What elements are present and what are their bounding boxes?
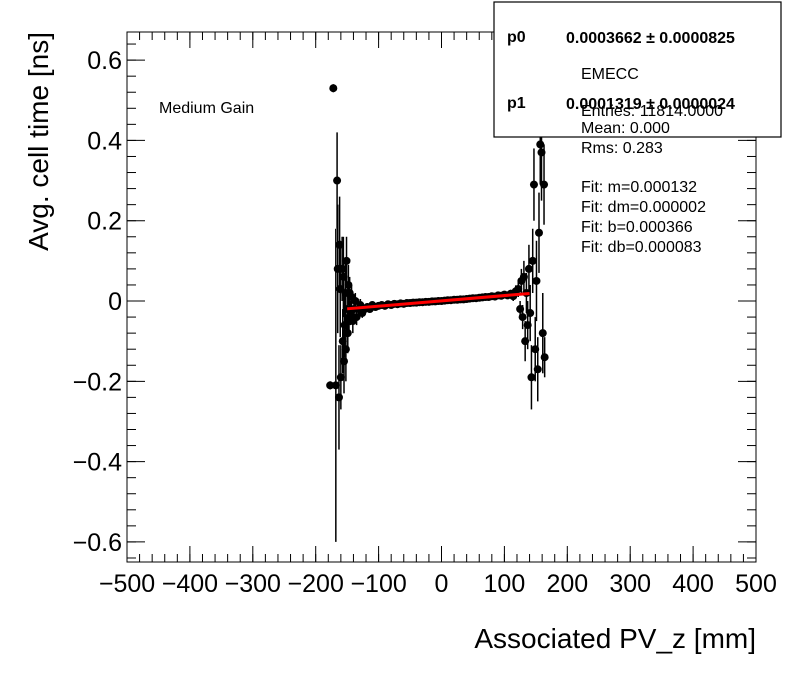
stats-line-entries: Entries: 11814.0000 [581,103,723,120]
data-point [518,313,527,322]
data-point [523,321,532,330]
data-point [537,148,546,157]
data-point [344,280,353,289]
data-point [338,264,347,273]
data-point [528,256,537,265]
stats-line-fit-m: Fit: m=0.000132 [581,179,697,196]
fit-line [347,291,530,311]
fit-param-value-p0: 0.0003662 ± 0.0000825 [566,30,735,47]
data-point [343,329,352,338]
stats-line-fit-db: Fit: db=0.000083 [581,239,702,256]
y-axis-title: Avg. cell time [ns] [23,32,54,251]
data-point [333,176,342,185]
data-point [329,84,338,93]
data-point [533,365,542,374]
y-tick-label: 0.6 [87,47,122,75]
x-tick-label: 300 [609,570,651,598]
x-tick-label: 100 [484,570,526,598]
y-tick-label: −0.6 [73,529,122,557]
data-point [524,264,533,273]
tick-labels: −500 −400 −300 −200 −100 0 100 200 300 400 500 −0.6… [73,47,777,598]
data-point [514,284,523,293]
data-point [538,329,547,338]
data-point [326,381,335,390]
data-point [540,353,549,362]
data-point [526,309,535,318]
y-tick-label: −0.2 [73,368,122,396]
region-label: EMECC [581,66,639,83]
x-axis-title: Associated PV_z [mm] [474,623,756,654]
data-point [342,256,351,265]
fit-param-name-p1: p1 [507,95,526,112]
data-point [338,337,347,346]
y-tick-label: 0.4 [87,127,122,155]
data-point [534,228,543,237]
stats-box: p0 0.0003662 ± 0.0000825 EMECC p1 0.0001… [493,1,782,256]
data-point [540,180,549,189]
data-point [335,240,344,249]
fit-param-name-p0: p0 [507,29,526,46]
x-tick-label: 200 [546,570,588,598]
fit-line-group [347,291,530,311]
data-point [339,272,348,281]
x-tick-label: 0 [435,570,449,598]
data-point [519,272,528,281]
y-tick-label: −0.4 [73,449,122,477]
x-tick-label: 500 [735,570,777,598]
data-point [334,393,343,402]
data-point [529,180,538,189]
fit-param-value-p1: 0.0001319 ± 0.0000024 [566,96,735,113]
gain-annotation: Medium Gain [159,100,254,117]
stats-line-rms: Rms: 0.283 [581,140,663,157]
data-point [527,373,536,382]
y-tick-label: 0 [108,288,122,316]
data-point [331,381,340,390]
stats-box-frame [493,1,782,138]
data-point [336,373,345,382]
stats-line-mean: Mean: 0.000 [581,120,670,137]
data-point [521,337,530,346]
x-tick-label: −500 [99,570,155,598]
x-tick-label: −100 [350,570,406,598]
data-point [532,276,541,285]
data-point [536,140,545,149]
data-point [340,321,349,330]
x-tick-label: −300 [225,570,281,598]
x-tick-label: 400 [672,570,714,598]
x-tick-label: −200 [288,570,344,598]
x-tick-label: −400 [162,570,218,598]
y-tick-label: 0.2 [87,208,122,236]
data-point [340,357,349,366]
data-point [531,345,540,354]
stats-line-fit-dm: Fit: dm=0.000002 [581,199,706,216]
data-point [341,345,350,354]
stats-line-fit-b: Fit: b=0.000366 [581,219,693,236]
data-point [352,313,361,322]
data-point [516,305,525,314]
